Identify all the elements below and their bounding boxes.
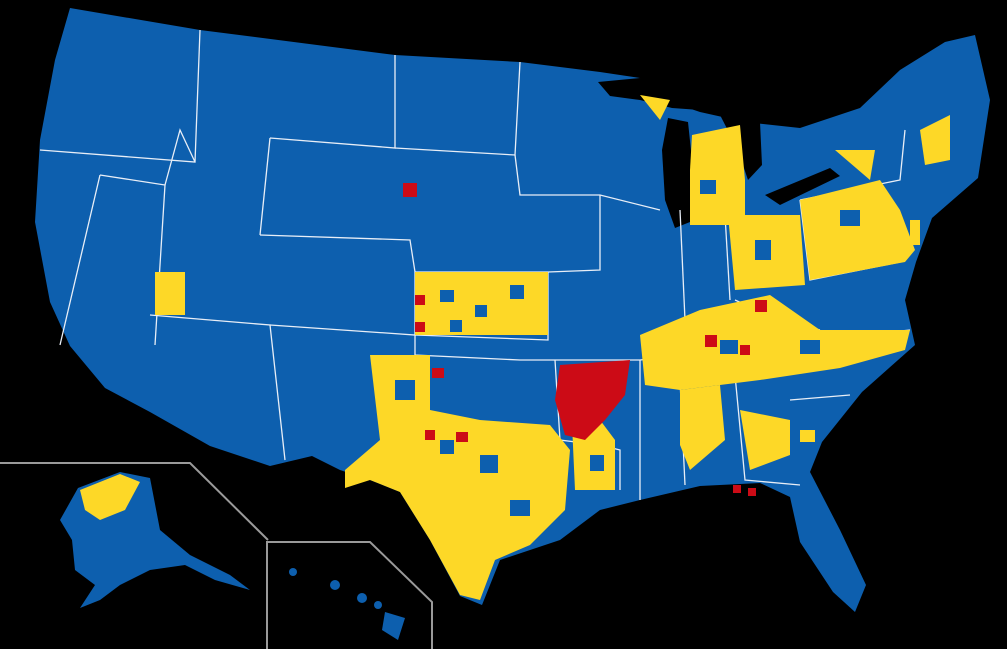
hawaii-frame — [266, 541, 433, 649]
alaska-yellow — [80, 474, 140, 520]
lake-michigan — [662, 118, 692, 228]
lake-superior — [598, 78, 700, 110]
lake-erie — [765, 168, 840, 205]
hawaii — [289, 568, 405, 640]
alaska-frame — [0, 462, 269, 541]
blue-patches — [395, 180, 860, 516]
red-areas — [403, 183, 767, 496]
